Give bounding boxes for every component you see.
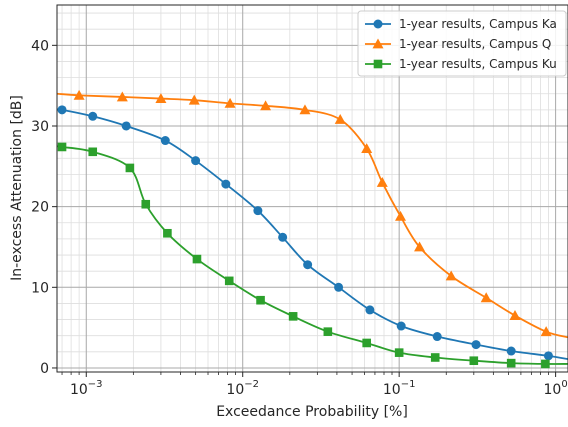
data-point [334,282,344,292]
data-point [432,332,442,342]
data-point [191,156,201,166]
x-tick-label: 10−1 [383,379,416,398]
data-point [163,228,172,238]
series-1-year-results-campus-ku [57,142,568,369]
data-point [88,111,98,121]
data-point [73,89,85,100]
data-point [141,199,151,209]
y-axis-ticks: 0 10 20 30 40 [31,38,57,377]
data-point [469,356,479,366]
data-point [334,114,346,124]
data-point [57,142,67,152]
data-point [361,143,373,153]
data-point [509,310,521,320]
legend-marker [373,59,383,69]
legend-marker [372,38,384,49]
data-point [430,353,440,362]
data-point [395,210,407,221]
data-point [540,326,552,337]
data-point [471,340,481,350]
data-point [288,312,298,321]
y-axis-label: In-excess Attenuation [dB] [9,95,25,281]
series-layer [57,89,568,369]
data-point [480,292,492,303]
y-tick-label: 40 [31,38,49,54]
legend-entry: 1-year results, Campus Ku [365,57,557,71]
y-tick-label: 10 [31,280,49,296]
legend: 1-year results, Campus Ka 1-year results,… [357,10,567,77]
x-tick-label: 100 [544,379,568,398]
legend-marker [373,19,383,29]
data-point [160,136,170,146]
axes-border [56,4,568,373]
data-point [445,270,457,281]
legend-label: 1-year results, Campus Ku [399,57,557,71]
series-1-year-results-campus-q [57,89,568,339]
data-point [88,147,98,157]
y-tick-label: 30 [31,119,49,135]
data-point [125,163,135,173]
x-axis-label: Exceedance Probability [%] [216,404,408,420]
data-point [365,305,375,315]
legend-label: 1-year results, Campus Q [399,37,551,51]
x-tick-label: 10−2 [226,379,259,398]
data-point [303,260,313,270]
data-point [362,338,371,348]
data-point [57,105,67,115]
data-point [253,206,263,216]
data-point [394,348,404,357]
x-tick-label: 10−3 [70,379,103,398]
data-point [224,97,236,108]
data-point [155,93,167,103]
x-axis-ticks: 10−3 10−2 10−1 100 [61,372,568,398]
legend-entry: 1-year results, Campus Q [365,37,551,51]
data-point [299,104,311,115]
data-point [396,321,406,331]
data-point [192,254,202,264]
data-point [121,121,131,131]
legend-label: 1-year results, Campus Ka [399,17,557,31]
data-point [323,327,333,336]
data-point [543,351,553,361]
series-1-year-results-campus-ka [57,105,568,361]
y-tick-label: 20 [31,200,49,216]
data-point [224,276,234,286]
data-point [506,346,516,356]
data-point [541,359,550,369]
data-point [188,94,200,105]
legend-entry: 1-year results, Campus Ka [365,17,557,31]
data-point [116,91,128,102]
data-point [256,295,265,305]
legend-box [357,10,567,77]
data-point [506,358,516,368]
axes-frame [56,4,568,373]
data-point [260,100,272,111]
data-point [221,179,231,189]
data-point [414,241,426,252]
data-point [376,176,388,187]
data-point [278,232,288,242]
y-tick-label: 0 [40,361,49,377]
